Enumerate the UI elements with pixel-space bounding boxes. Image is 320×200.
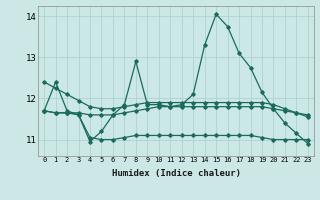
X-axis label: Humidex (Indice chaleur): Humidex (Indice chaleur) <box>111 169 241 178</box>
